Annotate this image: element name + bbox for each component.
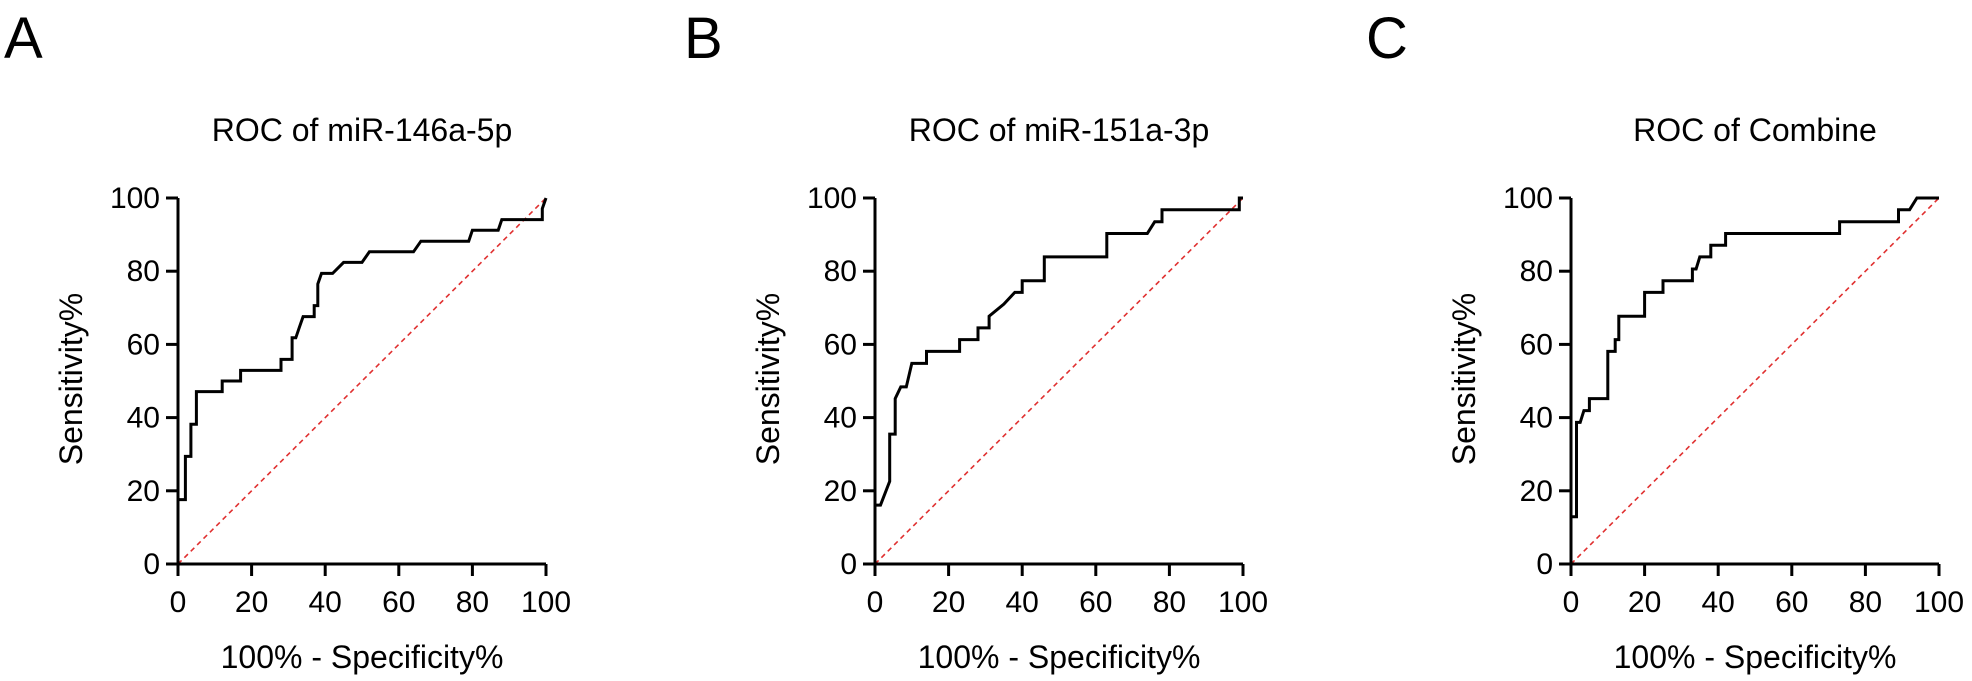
chart-b-title: ROC of miR-151a-3p — [909, 112, 1210, 148]
chart-b-panel-letter: B — [684, 6, 723, 71]
chart-c-x-tick-label: 100 — [1914, 586, 1964, 619]
chart-a-x-tick-label: 80 — [456, 586, 489, 619]
chart-c-x-tick-label: 80 — [1849, 586, 1882, 619]
chart-c-y-tick-label: 80 — [1520, 255, 1553, 288]
chart-a-y-tick-label: 0 — [143, 548, 160, 581]
chart-b: B ROC of miR-151a-3p 0 20 40 60 80 100 0 20 40 60 80… — [684, 6, 1268, 675]
chart-b-y-tick-label: 60 — [824, 328, 857, 361]
chart-c-reference-line — [1570, 197, 1940, 565]
chart-a-x-tick-label: 60 — [382, 586, 415, 619]
chart-a-x-tick-label: 40 — [309, 586, 342, 619]
chart-c-roc-curve — [1569, 196, 1939, 564]
chart-b-x-tick-label: 60 — [1079, 586, 1112, 619]
chart-a-x-tick-label: 100 — [521, 586, 571, 619]
chart-b-reference-line — [874, 197, 1244, 565]
chart-c-y-axis-label: Sensitivity% — [1446, 293, 1482, 466]
chart-c-x-tick-label: 60 — [1775, 586, 1808, 619]
chart-b-x-tick-label: 100 — [1218, 586, 1268, 619]
chart-b-y-tick-label: 20 — [824, 475, 857, 508]
chart-a-y-tick-label: 60 — [127, 328, 160, 361]
chart-c: C ROC of Combine 0 20 40 60 80 100 0 20 40 60 80 100 1… — [1366, 6, 1964, 675]
chart-a-y-axis-label: Sensitivity% — [53, 293, 89, 466]
chart-c-y-tick-label: 40 — [1520, 402, 1553, 435]
chart-c-x-tick-label: 0 — [1563, 586, 1580, 619]
chart-b-x-tick-label: 20 — [932, 586, 965, 619]
chart-b-y-tick-label: 40 — [824, 402, 857, 435]
chart-a-roc-curve — [176, 197, 548, 564]
chart-b-y-tick-label: 80 — [824, 255, 857, 288]
chart-a-y-tick-label: 20 — [127, 475, 160, 508]
chart-b-y-tick-label: 0 — [840, 548, 857, 581]
chart-c-x-tick-label: 40 — [1702, 586, 1735, 619]
chart-c-title: ROC of Combine — [1633, 112, 1877, 148]
chart-a-x-axis-label: 100% - Specificity% — [221, 639, 504, 675]
chart-c-x-tick-label: 20 — [1628, 586, 1661, 619]
chart-a-title: ROC of miR-146a-5p — [212, 112, 513, 148]
chart-a-reference-line — [177, 197, 547, 565]
chart-c-y-tick-label: 60 — [1520, 328, 1553, 361]
chart-a-y-tick-label: 80 — [127, 255, 160, 288]
chart-a: A ROC of miR-146a-5p 0 20 40 60 80 100 0 20 40 60 80… — [4, 6, 571, 675]
chart-b-y-tick-label: 100 — [807, 182, 857, 215]
chart-c-y-tick-label: 0 — [1536, 548, 1553, 581]
chart-c-x-axis-label: 100% - Specificity% — [1614, 639, 1897, 675]
chart-b-x-axis-label: 100% - Specificity% — [918, 639, 1201, 675]
chart-b-x-tick-label: 0 — [867, 586, 884, 619]
chart-b-x-tick-label: 80 — [1153, 586, 1186, 619]
chart-b-x-tick-label: 40 — [1006, 586, 1039, 619]
chart-c-y-tick-label: 100 — [1503, 182, 1553, 215]
chart-a-y-tick-label: 40 — [127, 402, 160, 435]
chart-c-y-tick-label: 20 — [1520, 475, 1553, 508]
chart-b-y-axis-label: Sensitivity% — [750, 293, 786, 466]
chart-a-x-tick-label: 0 — [170, 586, 187, 619]
chart-b-roc-curve — [873, 196, 1243, 564]
chart-a-panel-letter: A — [4, 6, 43, 71]
chart-a-y-tick-label: 100 — [110, 182, 160, 215]
chart-a-x-tick-label: 20 — [235, 586, 268, 619]
chart-c-panel-letter: C — [1366, 6, 1408, 71]
